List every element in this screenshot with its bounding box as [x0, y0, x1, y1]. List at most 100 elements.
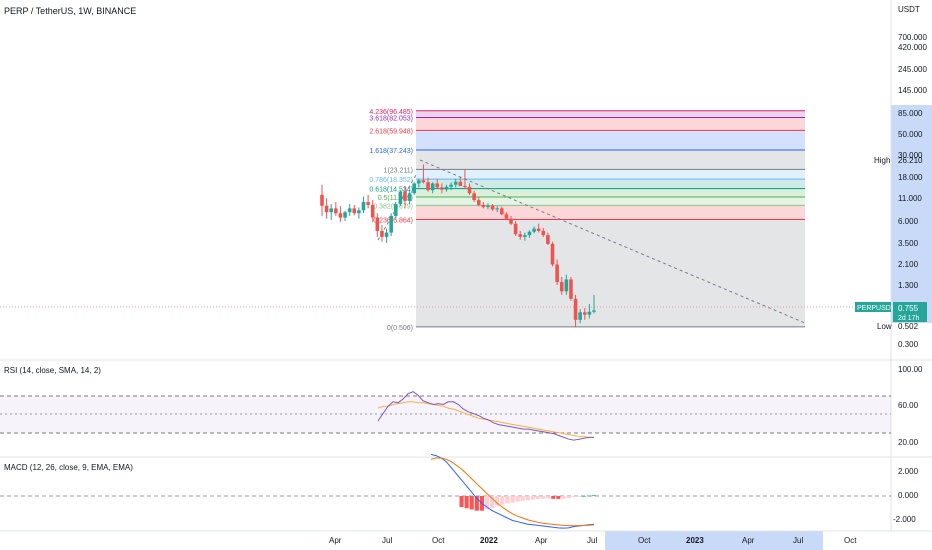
rsi-line: [377, 391, 594, 441]
fib-level-label: 0.786(18.352): [369, 177, 413, 184]
macd-hist-bar: [459, 496, 464, 508]
symbol-tag: PERPUSDT: [857, 305, 896, 312]
rsi-tick: 100.00: [898, 365, 923, 374]
rsi-tick: 60.00: [898, 401, 919, 410]
fib-zone: [416, 219, 805, 327]
low-label: Low: [877, 322, 892, 331]
candle-body: [578, 312, 582, 320]
time-tick: Oct: [432, 536, 445, 545]
time-tick: Jul: [382, 536, 392, 545]
time-tick: Jul: [587, 536, 597, 545]
candle-body: [509, 218, 513, 224]
candle-body: [352, 208, 357, 214]
macd-hist-bar: [525, 496, 530, 501]
candle-body: [490, 205, 495, 210]
fib-level-label: 1(23.211): [384, 167, 413, 174]
macd-hist-bar: [535, 496, 541, 500]
macd-legend[interactable]: MACD (12, 26, close, 9, EMA, EMA): [4, 463, 133, 472]
time-tick: Apr: [535, 536, 548, 545]
fibonacci-extension-zones[interactable]: [416, 110, 805, 328]
price-tick: 420.000: [898, 43, 927, 52]
macd-hist-bar: [556, 496, 561, 499]
price-tick: 2.100: [898, 260, 919, 269]
macd-hist-bar: [530, 496, 535, 500]
candle-body: [421, 180, 426, 183]
rsi-legend[interactable]: RSI (14, close, SMA, 14, 2): [4, 366, 101, 375]
candle-body: [375, 217, 380, 231]
candle-body: [504, 214, 509, 219]
candle-body: [412, 183, 417, 194]
fib-level-label: 0.382(9.679): [373, 203, 413, 210]
fib-level-label: 3.618(82.053): [369, 115, 413, 122]
candle-body: [453, 181, 458, 185]
bar-countdown: 2d 17h: [898, 315, 920, 322]
price-axis-ticks: 700.000 420.000 245.000 145.000 85.000 5…: [898, 33, 927, 349]
fib-zone: [416, 130, 805, 150]
candle-body: [518, 234, 523, 237]
candle-body: [417, 180, 421, 184]
candle-body: [559, 282, 564, 292]
candle-body: [347, 208, 352, 213]
macd-hist-bar: [464, 496, 469, 509]
macd-hist-bar: [495, 496, 500, 506]
candle-body: [435, 183, 440, 188]
fib-level-label: 1.618(37.243): [369, 148, 413, 155]
currency-label[interactable]: USDT: [898, 5, 920, 14]
candle-body: [550, 243, 555, 265]
fib-zone: [416, 179, 805, 189]
candle-body: [426, 182, 430, 191]
macd-hist-bar: [520, 496, 525, 501]
macd-hist-bar: [566, 496, 571, 499]
symbol-title[interactable]: PERP / TetherUS, 1W, BINANCE: [4, 6, 136, 16]
fib-level-label: 0.618(14.534): [369, 187, 413, 194]
macd-hist-bar: [490, 496, 495, 509]
fib-level-label: 0(0.506): [387, 325, 413, 332]
price-tick: 0.300: [898, 340, 919, 349]
price-tick: 245.000: [898, 65, 927, 74]
candle-body: [407, 193, 412, 201]
macd-tick: 2.000: [898, 467, 919, 476]
candle-body: [458, 181, 463, 187]
fib-zone: [416, 188, 805, 198]
fib-zone: [416, 117, 805, 131]
time-tick: Oct: [638, 536, 651, 545]
candle-body: [329, 208, 334, 213]
fib-zone: [416, 149, 805, 170]
candle-body: [536, 228, 541, 231]
candle-body: [527, 231, 532, 236]
candle-body: [444, 186, 449, 190]
price-tick: 50.000: [898, 130, 923, 139]
rsi-pane[interactable]: RSI (14, close, SMA, 14, 2) 100.00 60.00…: [0, 365, 923, 447]
candle-body: [587, 311, 592, 315]
macd-line: [430, 453, 595, 529]
price-candles[interactable]: [320, 164, 596, 327]
fib-zone: [416, 197, 805, 206]
candle-body: [573, 298, 578, 320]
macd-pane[interactable]: MACD (12, 26, close, 9, EMA, EMA) 2.000 …: [0, 453, 919, 529]
macd-hist-bar: [474, 496, 479, 511]
candle-body: [564, 279, 569, 292]
price-tick: 700.000: [898, 33, 927, 42]
candle-body: [532, 228, 536, 232]
candle-body: [338, 213, 343, 218]
macd-hist-bar: [581, 495, 586, 497]
candle-body: [366, 202, 370, 205]
price-tick: 30.000: [898, 151, 923, 160]
candle-body: [555, 264, 559, 283]
candle-body: [569, 279, 573, 299]
time-axis[interactable]: Apr Jul Oct 2022 Apr Jul Oct 2023 Apr Ju…: [329, 536, 857, 545]
candle-body: [384, 232, 389, 237]
rsi-band: [0, 396, 891, 433]
candle-body: [546, 235, 550, 244]
price-tick: 18.000: [898, 173, 923, 182]
candle-body: [334, 208, 338, 214]
trend-line[interactable]: [419, 159, 806, 324]
macd-hist-bar: [484, 496, 490, 510]
price-tick: 3.500: [898, 239, 919, 248]
candle-body: [467, 186, 472, 194]
candle-body: [389, 215, 393, 233]
time-tick: Jul: [793, 536, 803, 545]
candle-body: [472, 193, 476, 201]
